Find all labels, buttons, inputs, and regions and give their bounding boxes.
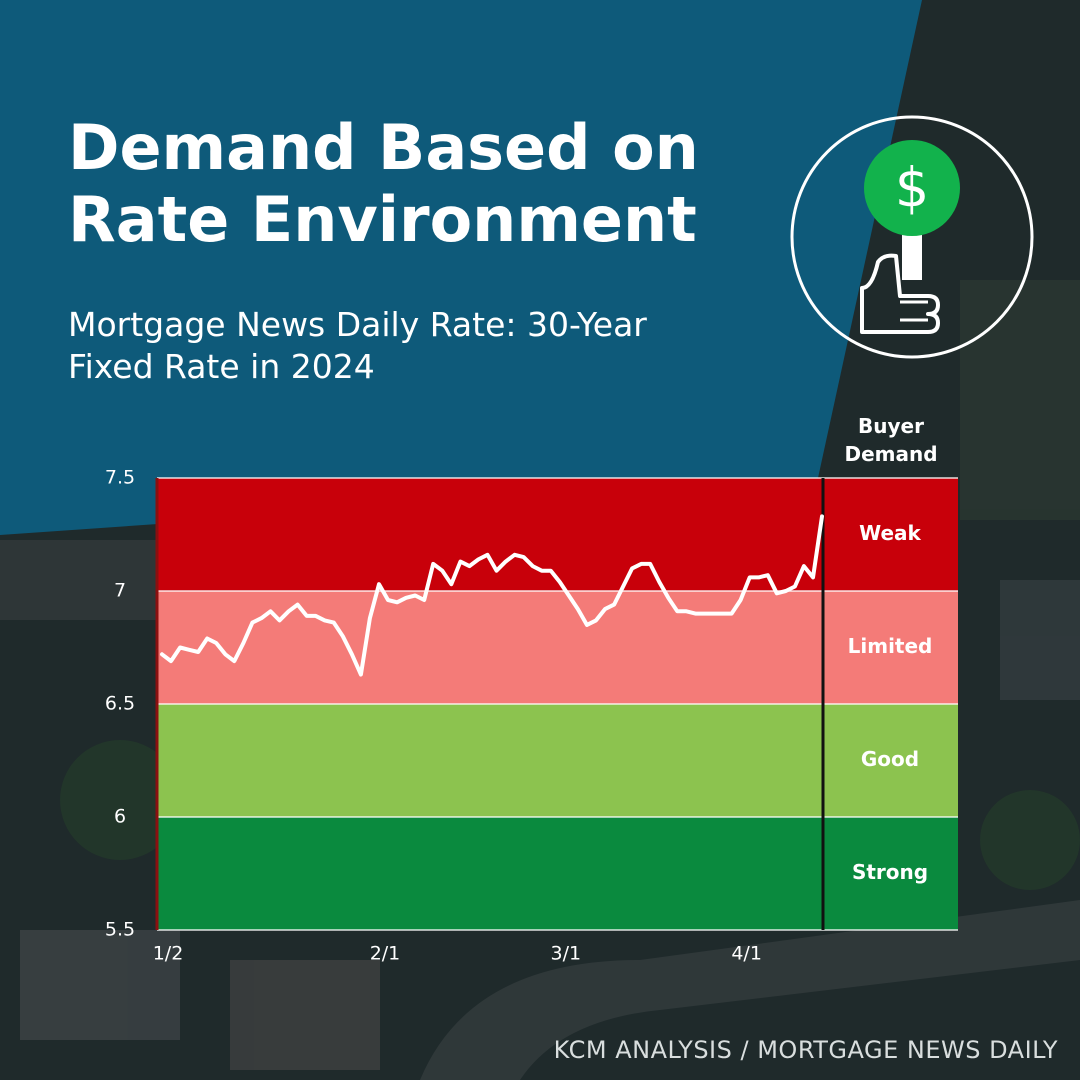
chart-subtitle: Mortgage News Daily Rate: 30-Year Fixed … <box>68 305 647 386</box>
chart-title: Demand Based on Rate Environment <box>68 111 699 256</box>
demand-band <box>157 704 822 817</box>
demand-band-key <box>824 817 958 930</box>
demand-label: Weak <box>859 521 921 545</box>
x-tick-label: 2/1 <box>370 943 401 965</box>
demand-band-key <box>824 591 958 704</box>
x-tick-label: 1/2 <box>153 943 184 965</box>
plot-area: Weak Limited Good Strong 5.5 6 6.5 7 7.5 1/2 2/1 3/… <box>105 467 958 965</box>
title-panel <box>0 0 922 535</box>
y-tick-label: 7 <box>114 580 126 602</box>
y-tick-label: 6.5 <box>105 693 135 715</box>
y-tick-label: 6 <box>114 806 126 828</box>
svg-text:$: $ <box>895 157 929 220</box>
thumbs-up-icon: $ <box>790 115 1034 359</box>
rate-line <box>160 514 824 677</box>
source-note: KCM ANALYSIS / MORTGAGE NEWS DAILY <box>553 1036 1058 1064</box>
demand-label: Strong <box>852 860 928 884</box>
demand-band <box>157 817 822 930</box>
photo-backdrop <box>0 280 1080 1080</box>
demand-label: Limited <box>848 634 933 658</box>
x-tick-label: 3/1 <box>551 943 582 965</box>
demand-label: Good <box>861 747 919 771</box>
demand-band-key <box>824 704 958 817</box>
demand-band <box>157 591 822 704</box>
x-tick-label: 4/1 <box>731 943 762 965</box>
y-tick-label: 7.5 <box>105 467 135 489</box>
demand-band-key <box>824 478 958 591</box>
legend-title: Buyer Demand <box>844 414 938 466</box>
demand-band <box>157 478 822 591</box>
y-tick-label: 5.5 <box>105 919 135 941</box>
